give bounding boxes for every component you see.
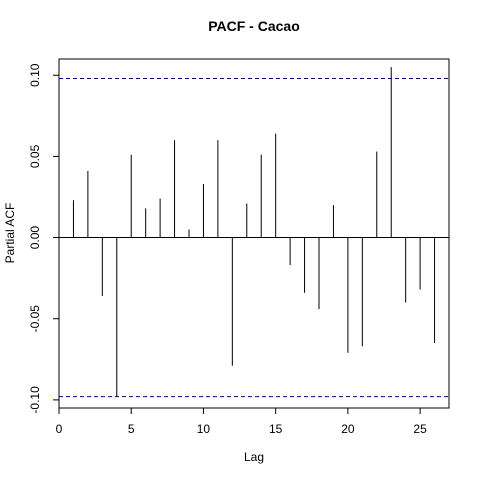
x-tick-label: 20 — [341, 422, 355, 436]
chart-title: PACF - Cacao — [208, 18, 300, 34]
x-tick-label: 10 — [197, 422, 211, 436]
x-tick-label: 25 — [413, 422, 427, 436]
y-tick-label: 0.10 — [28, 63, 42, 87]
y-tick-label: 0.00 — [28, 226, 42, 250]
x-tick-label: 5 — [128, 422, 135, 436]
y-tick-label: 0.05 — [28, 144, 42, 168]
x-tick-label: 0 — [56, 422, 63, 436]
bars-group — [72, 67, 436, 397]
x-axis-label: Lag — [244, 450, 264, 464]
reference-lines — [59, 77, 449, 398]
y-tick-label: -0.05 — [28, 305, 42, 333]
y-axis-label: Partial ACF — [3, 203, 17, 264]
y-tick-label: -0.10 — [28, 386, 42, 414]
plot-frame — [58, 58, 450, 409]
y-axis: -0.10 -0.05 0.00 0.05 0.10 — [28, 63, 59, 414]
x-axis: 0 5 10 15 20 25 — [56, 408, 427, 436]
x-tick-label: 15 — [269, 422, 283, 436]
